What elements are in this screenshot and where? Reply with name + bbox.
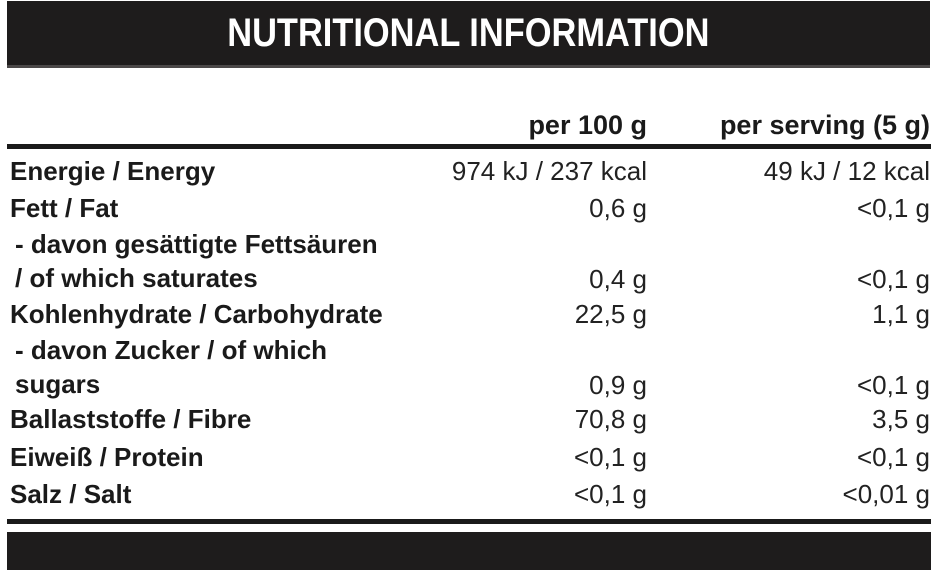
value-per-serving: <0,1 g — [856, 369, 930, 400]
value-per-100g: 0,4 g — [589, 264, 647, 294]
row-label-line1: - davon Zucker / of which — [15, 334, 328, 365]
value-per-100g: 0,9 g — [589, 369, 647, 400]
value-per-serving: <0,1 g — [856, 441, 930, 472]
value-per-serving: 49 kJ / 12 kcal — [763, 155, 930, 186]
value-per-serving: <0,01 g — [842, 479, 930, 509]
row-label: Ballaststoffe / Fibre — [10, 404, 252, 434]
header-rule — [7, 144, 931, 149]
value-per-serving: <0,1 g — [856, 193, 930, 223]
table-row-carbohydrate: Kohlenhydrate / Carbohydrate 22,5 g 1,1 … — [7, 295, 930, 333]
value-per-serving: <0,1 g — [856, 264, 930, 294]
row-label-line1: - davon gesättigte Fettsäuren — [15, 229, 378, 259]
table-column-headers: per 100 g per serving (5 g) — [7, 98, 930, 144]
col-header-per-serving: per serving (5 g) — [719, 110, 930, 140]
table-row-saturates: - davon gesättigte Fettsäuren / of which… — [7, 227, 930, 295]
value-per-100g: 70,8 g — [574, 404, 647, 434]
table-row-energy: Energie / Energy 974 kJ / 237 kcal 49 kJ… — [7, 152, 930, 190]
table-row-protein: Eiweiß / Protein <0,1 g <0,1 g — [7, 438, 930, 476]
table-row-fibre: Ballaststoffe / Fibre 70,8 g 3,5 g — [7, 401, 930, 439]
row-label: Energie / Energy — [10, 155, 216, 186]
value-per-serving: 3,5 g — [872, 404, 930, 434]
title-bar: NUTRITIONAL INFORMATION — [7, 1, 930, 68]
row-label: - davon gesättigte Fettsäuren / of which… — [7, 227, 447, 298]
value-per-100g: 974 kJ / 237 kcal — [451, 155, 647, 186]
value-per-100g: 0,6 g — [589, 193, 647, 223]
row-label: Salz / Salt — [10, 479, 132, 509]
nutrition-table: Energie / Energy 974 kJ / 237 kcal 49 kJ… — [7, 152, 930, 513]
row-label: Kohlenhydrate / Carbohydrate — [10, 298, 383, 329]
row-label-line2: / of which saturates — [15, 263, 258, 293]
page-title: NUTRITIONAL INFORMATION — [227, 10, 710, 55]
row-label: Eiweiß / Protein — [10, 441, 204, 472]
table-row-sugars: - davon Zucker / of which sugars 0,9 g <… — [7, 333, 930, 401]
footer-bar — [7, 532, 931, 570]
table-row-fat: Fett / Fat 0,6 g <0,1 g — [7, 190, 930, 228]
table-row-salt: Salz / Salt <0,1 g <0,01 g — [7, 476, 930, 514]
value-per-100g: <0,1 g — [573, 441, 647, 472]
row-label: - davon Zucker / of which sugars — [7, 333, 447, 404]
footer-rule — [7, 519, 931, 524]
row-label: Fett / Fat — [10, 193, 119, 223]
value-per-100g: <0,1 g — [573, 479, 647, 509]
value-per-serving: 1,1 g — [872, 298, 930, 329]
col-header-per-100g: per 100 g — [528, 110, 647, 140]
value-per-100g: 22,5 g — [574, 298, 647, 329]
row-label-line2: sugars — [15, 368, 101, 399]
